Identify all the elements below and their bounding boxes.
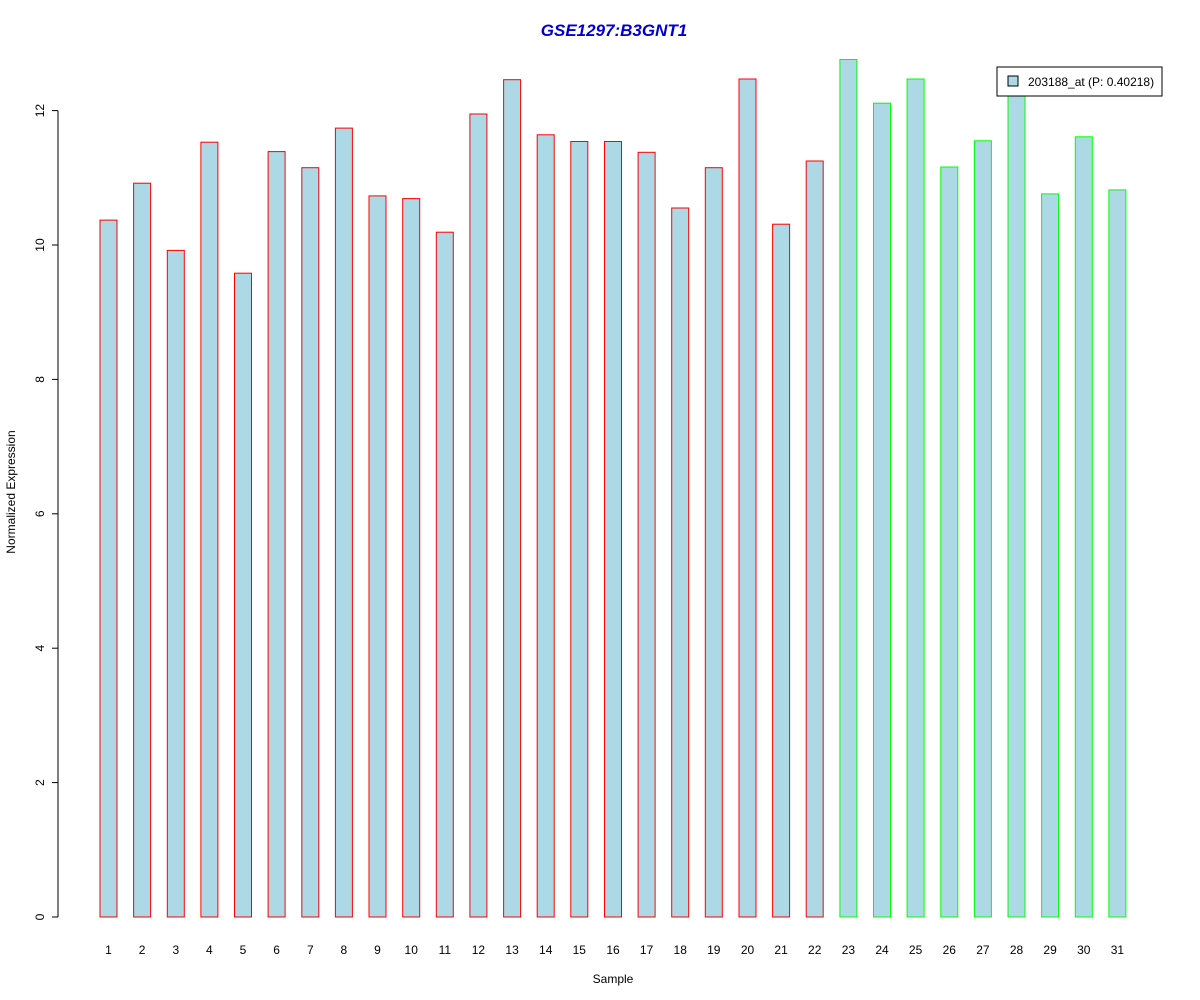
y-axis: 0 2 4 6 8 10 12: [33, 104, 59, 920]
bar-sample-26: [940, 166, 959, 918]
bar-sample-23: [839, 59, 858, 918]
x-tick-label-31: 31: [1111, 943, 1125, 957]
bar-sample-6: [267, 151, 286, 918]
x-tick-label-16: 16: [606, 943, 620, 957]
y-tick-label: 10: [33, 238, 47, 252]
legend-swatch: [1007, 75, 1019, 87]
x-tick-label-13: 13: [505, 943, 519, 957]
bar-sample-25: [906, 78, 925, 918]
y-tick-label: 0: [33, 913, 47, 920]
bar-sample-20: [738, 78, 757, 918]
bars-group: [99, 59, 1127, 918]
legend-entry-label: 203188_at (P: 0.40218): [1028, 75, 1154, 89]
bar-sample-22: [805, 160, 824, 918]
x-tick-label-22: 22: [808, 943, 822, 957]
bar-sample-31: [1108, 189, 1127, 918]
bar-sample-13: [503, 79, 522, 918]
bar-sample-15: [570, 141, 589, 918]
x-tick-label-21: 21: [774, 943, 788, 957]
chart-title: GSE1297:B3GNT1: [541, 21, 687, 40]
bar-sample-17: [637, 151, 656, 918]
bar-sample-4: [200, 141, 219, 918]
bar-sample-9: [368, 195, 387, 918]
bar-sample-12: [469, 113, 488, 918]
x-tick-label-26: 26: [943, 943, 957, 957]
bar-sample-10: [402, 198, 421, 918]
bar-sample-27: [973, 140, 992, 918]
x-tick-label-29: 29: [1043, 943, 1057, 957]
x-tick-label-6: 6: [273, 943, 280, 957]
x-tick-label-30: 30: [1077, 943, 1091, 957]
x-tick-label-28: 28: [1010, 943, 1024, 957]
y-axis-label: Normalized Expression: [4, 430, 18, 553]
x-tick-label-7: 7: [307, 943, 314, 957]
bar-sample-3: [166, 249, 185, 918]
x-tick-label-2: 2: [139, 943, 146, 957]
x-tick-label-23: 23: [842, 943, 856, 957]
bar-sample-30: [1074, 136, 1093, 918]
x-axis-label: Sample: [593, 972, 634, 986]
x-tick-label-18: 18: [674, 943, 688, 957]
x-tick-label-12: 12: [472, 943, 486, 957]
y-tick-label: 6: [33, 510, 47, 517]
x-tick-label-11: 11: [439, 943, 452, 957]
x-tick-label-14: 14: [539, 943, 553, 957]
bar-sample-29: [1041, 193, 1060, 918]
x-tick-label-15: 15: [573, 943, 587, 957]
x-tick-label-4: 4: [206, 943, 213, 957]
x-tick-label-27: 27: [976, 943, 990, 957]
bar-sample-18: [671, 207, 690, 918]
x-tick-label-10: 10: [405, 943, 419, 957]
x-tick-label-19: 19: [707, 943, 721, 957]
y-tick-label: 12: [33, 104, 47, 118]
x-tick-label-5: 5: [240, 943, 247, 957]
x-tick-label-9: 9: [374, 943, 381, 957]
bar-sample-14: [536, 134, 555, 918]
bar-sample-1: [99, 219, 118, 918]
bar-sample-24: [873, 102, 891, 918]
x-tick-label-1: 1: [105, 943, 112, 957]
legend: 203188_at (P: 0.40218): [996, 66, 1163, 97]
bar-sample-19: [704, 167, 723, 918]
x-tick-label-25: 25: [909, 943, 923, 957]
y-tick-label: 4: [33, 645, 47, 652]
x-tick-label-8: 8: [341, 943, 348, 957]
bar-sample-5: [234, 272, 252, 918]
x-tick-label-24: 24: [875, 943, 889, 957]
bar-sample-2: [133, 182, 152, 918]
y-tick-label: 8: [33, 376, 47, 383]
bar-sample-11: [435, 231, 454, 918]
bar-sample-8: [334, 127, 353, 918]
bar-sample-7: [301, 167, 320, 918]
bar-sample-28: [1007, 89, 1026, 918]
x-tick-label-20: 20: [741, 943, 755, 957]
x-tick-labels: 1 2 3 4 5 6 7 8 9 10 11 12 13 14 15 16 17 18 19 20 21 22 23 24 2…: [105, 943, 1124, 957]
legend-box: [996, 66, 1163, 97]
x-tick-label-3: 3: [172, 943, 179, 957]
x-tick-label-17: 17: [640, 943, 654, 957]
bar-sample-16: [604, 141, 622, 918]
bar-sample-21: [772, 223, 791, 918]
y-tick-label: 2: [33, 779, 47, 786]
